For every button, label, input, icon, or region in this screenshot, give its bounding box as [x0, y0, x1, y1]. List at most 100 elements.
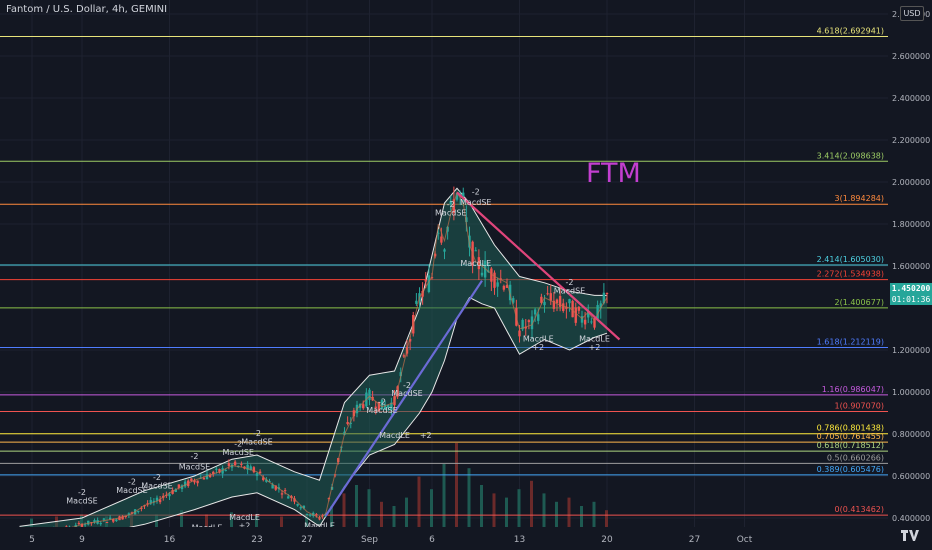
candle-body	[546, 293, 549, 295]
candle-body	[380, 399, 384, 410]
candle-body	[540, 296, 543, 303]
candle-body	[505, 285, 509, 288]
volume-bar	[205, 514, 208, 527]
currency-badge[interactable]: USD	[900, 6, 924, 21]
bollinger-fill	[19, 188, 607, 540]
candle-body	[421, 290, 424, 297]
candle-body	[152, 500, 156, 503]
candle-body	[518, 330, 521, 337]
candle-body	[555, 299, 559, 304]
volume-bar	[330, 506, 333, 527]
x-tick-label: Sep	[361, 535, 378, 545]
volume-bar	[480, 485, 483, 527]
candle-body	[149, 500, 152, 504]
y-axis: 2.8000002.6000002.4000002.2000002.000000…	[888, 0, 932, 527]
x-axis-panel	[0, 527, 932, 550]
candle-body	[121, 516, 124, 520]
candle-body	[293, 498, 296, 502]
volume-bar	[392, 506, 396, 527]
signal-label: +2	[420, 431, 432, 440]
x-tick-label: 9	[79, 535, 85, 545]
candle-body	[137, 510, 140, 512]
candle-body	[177, 484, 181, 488]
signal-label: -2	[472, 188, 480, 197]
candle-body	[77, 523, 81, 525]
x-tick-label: 16	[164, 535, 176, 545]
candle-body	[287, 496, 290, 499]
signal-label: -2	[191, 452, 199, 461]
signal-label: -2	[78, 488, 86, 497]
candle-body	[93, 520, 96, 523]
x-tick-label: Oct	[737, 535, 753, 545]
trendline[interactable]	[324, 280, 483, 517]
candle-body	[402, 355, 406, 357]
trendlines	[324, 191, 621, 517]
volume-bar	[355, 485, 358, 527]
candle-body	[108, 517, 112, 520]
candle-body	[433, 253, 437, 257]
signal-label: MacdSE	[223, 448, 254, 457]
candle-body	[130, 512, 134, 514]
candle-body	[146, 503, 149, 505]
chart-title: Fantom / U.S. Dollar, 4h, GEMINI	[6, 4, 168, 15]
candle-body	[155, 497, 159, 501]
candle-body	[602, 292, 606, 304]
y-tick-label: 2.000000	[892, 178, 930, 187]
candle-body	[349, 422, 352, 424]
candle-body	[346, 422, 349, 425]
candle-body	[252, 467, 256, 473]
candle-body	[499, 278, 502, 280]
fib-level-label: 0(0.413462)	[834, 505, 884, 514]
x-tick-label: 27	[689, 535, 700, 545]
ftm-watermark: FTM	[586, 158, 641, 189]
volume-bar	[417, 476, 421, 527]
fib-level-label: 1.16(0.986047)	[822, 385, 884, 394]
signal-label: MacdLE	[379, 431, 410, 440]
candle-body	[215, 468, 218, 470]
candle-body	[112, 519, 115, 522]
candle-body	[302, 505, 306, 509]
candle-body	[124, 516, 127, 518]
candle-body	[196, 480, 199, 484]
price-candles	[18, 186, 609, 537]
fib-level-label: 0.705(0.761455)	[817, 432, 884, 441]
trendline[interactable]	[456, 191, 621, 341]
bar-countdown: 01:01:36	[891, 295, 931, 304]
signal-label: MacdLE	[579, 335, 610, 344]
candle-body	[474, 250, 477, 252]
y-tick-label: 2.400000	[892, 94, 930, 103]
candle-body	[305, 513, 309, 515]
candle-body	[299, 507, 302, 509]
candle-body	[174, 489, 177, 493]
x-tick-label: 23	[251, 535, 262, 545]
candle-body	[202, 477, 206, 480]
candle-body	[521, 319, 524, 330]
candle-body	[208, 474, 212, 477]
x-tick-label: 13	[514, 535, 525, 545]
candle-body	[193, 480, 196, 483]
y-tick-label: 0.400000	[892, 514, 930, 523]
candle-body	[233, 461, 237, 465]
candle-body	[571, 300, 574, 318]
volume-bar	[505, 497, 508, 527]
candle-body	[240, 463, 243, 465]
fib-level-label: 0.389(0.605476)	[817, 465, 884, 474]
candle-body	[530, 316, 534, 330]
signal-label: MacdSE	[179, 463, 210, 472]
candle-body	[362, 404, 365, 409]
tradingview-logo-icon[interactable]	[901, 530, 919, 542]
candle-body	[268, 480, 271, 482]
candle-body	[140, 507, 143, 509]
fib-level-label: 0.786(0.801438)	[817, 424, 884, 433]
candle-body	[190, 478, 193, 482]
bollinger-lower	[19, 296, 608, 540]
candle-body	[593, 318, 596, 328]
candle-body	[583, 319, 587, 325]
signal-label: MacdSE	[391, 389, 422, 398]
volume-bar	[367, 489, 371, 527]
volume-bar	[580, 506, 583, 527]
volume-bar	[492, 493, 496, 527]
candle-body	[543, 301, 546, 306]
